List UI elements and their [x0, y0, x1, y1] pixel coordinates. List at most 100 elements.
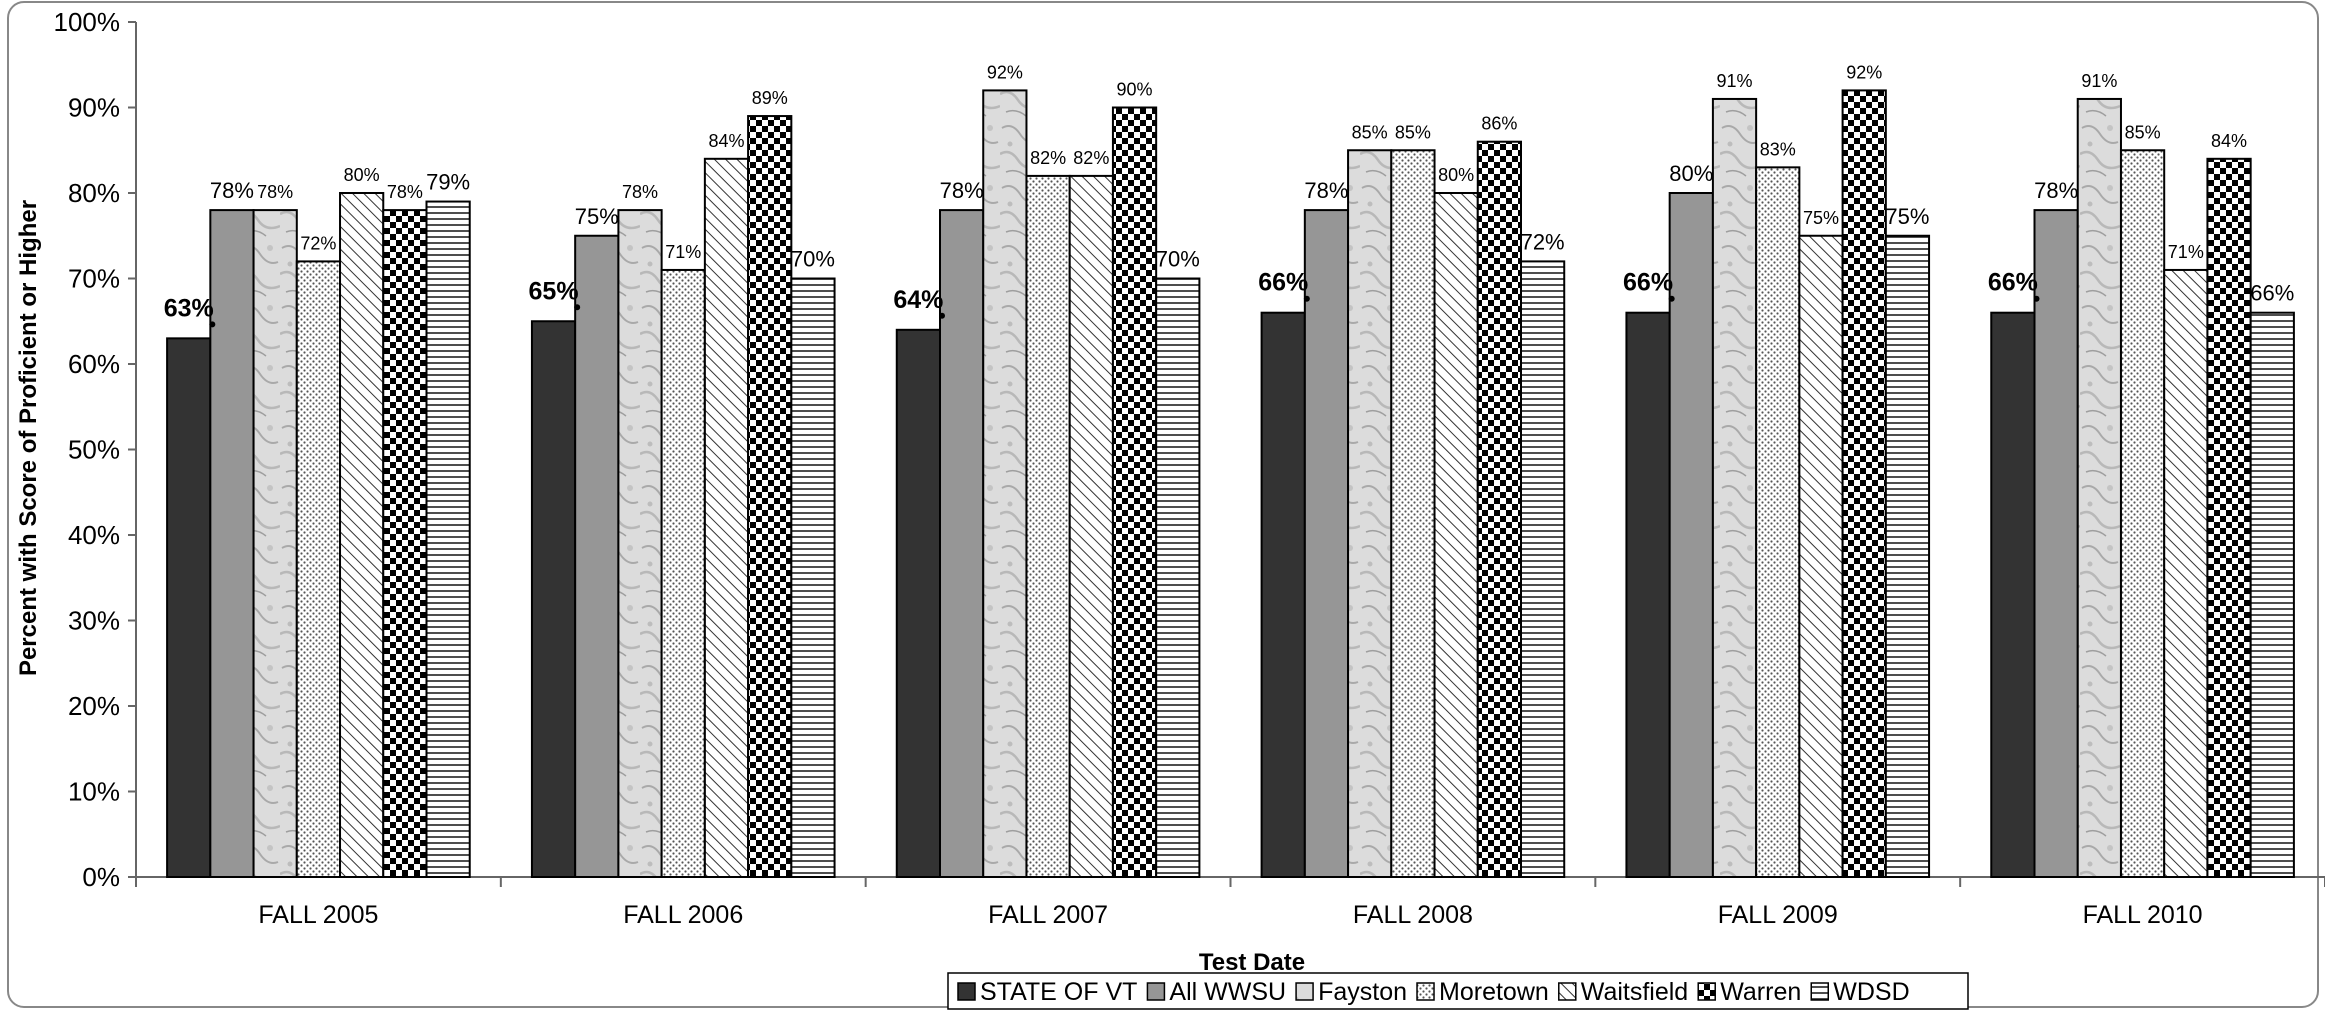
legend-label: WDSD [1833, 978, 1909, 1006]
data-label: 80% [344, 165, 380, 185]
data-label: 90% [1117, 80, 1153, 100]
bar [1155, 277, 1201, 878]
bar [2249, 311, 2295, 878]
data-label: 71% [665, 242, 701, 262]
data-label: 92% [987, 62, 1023, 82]
x-tick-label: FALL 2008 [1353, 901, 1473, 929]
label-marker [1303, 295, 1310, 302]
bar [382, 209, 428, 879]
data-label: 70% [1156, 247, 1200, 272]
bar [2076, 97, 2122, 878]
bar [790, 277, 836, 878]
data-label: 82% [1073, 148, 1109, 168]
bar [1390, 149, 1436, 878]
y-axis: 0% 10% 20% 30% 40% 50% 60% 70% 80% 90% 100% [54, 7, 137, 892]
bar [1668, 192, 1714, 878]
legend-box [947, 972, 1969, 1010]
data-label: 80% [1669, 161, 1713, 186]
legend-swatch [1697, 982, 1716, 1001]
x-axis: FALL 2005 FALL 2006 FALL 2007 FALL 2008 FALL… [135, 876, 2325, 929]
bar [1990, 311, 2036, 878]
data-label: 72% [300, 233, 336, 253]
bar [1303, 209, 1350, 879]
bar [2033, 209, 2079, 879]
data-label: 83% [1760, 139, 1796, 159]
data-label: 71% [2168, 242, 2204, 262]
label-marker [2033, 295, 2040, 302]
label-marker [574, 304, 581, 311]
data-label: 82% [1030, 148, 1066, 168]
bars [166, 89, 2295, 879]
legend-label: STATE OF VT [980, 978, 1137, 1006]
bar [1841, 89, 1887, 878]
data-label: 66% [1623, 269, 1673, 297]
y-tick-label: 10% [68, 777, 120, 807]
data-label: 91% [2081, 71, 2117, 91]
bar [2206, 157, 2252, 879]
bar [1798, 234, 1844, 878]
y-tick-label: 30% [68, 606, 120, 636]
data-label: 66% [1988, 269, 2038, 297]
y-tick-label: 80% [68, 178, 120, 208]
y-axis-title: Percent with Score of Proficient or High… [15, 200, 42, 676]
data-label: 70% [791, 247, 835, 272]
bar [2119, 149, 2166, 878]
bar [982, 89, 1028, 878]
legend-label: All WWSU [1169, 978, 1286, 1006]
bar [1755, 166, 1801, 879]
bar [166, 337, 212, 879]
bar [1068, 174, 1114, 878]
legend-swatch [1810, 982, 1829, 1001]
x-axis-title: Test Date [1199, 949, 1305, 976]
data-label: 79% [426, 170, 470, 195]
data-label: 85% [1352, 122, 1388, 142]
legend-swatch [1558, 982, 1577, 1001]
legend-swatch [957, 982, 976, 1001]
bar [1025, 174, 1071, 878]
legend-label: Warren [1720, 978, 1801, 1006]
x-tick-label: FALL 2005 [258, 901, 378, 929]
y-tick-label: 20% [68, 691, 120, 721]
label-marker [209, 321, 216, 328]
data-label: 75% [575, 204, 619, 229]
bar [1711, 97, 1758, 878]
bar [1111, 106, 1158, 878]
data-label: 85% [1395, 122, 1431, 142]
data-label: 80% [1438, 165, 1474, 185]
data-label: 75% [1803, 208, 1839, 228]
bar [252, 209, 298, 879]
data-label: 72% [1521, 229, 1565, 254]
bar [1519, 260, 1566, 878]
data-label: 66% [2250, 281, 2294, 306]
data-label: 89% [752, 88, 788, 108]
data-label: 78% [210, 178, 254, 203]
bar [703, 157, 750, 879]
bar [574, 234, 620, 878]
bar [1625, 311, 1671, 878]
legend: STATE OF VT All WWSU Fayston Moretown Waitsf… [947, 972, 1969, 1010]
y-tick-label: 100% [54, 7, 121, 37]
bar [747, 115, 793, 879]
bar [660, 268, 706, 878]
data-label: 86% [1481, 114, 1517, 134]
data-label: 92% [1846, 62, 1882, 82]
bar [295, 260, 342, 878]
bar [617, 209, 663, 879]
data-label: 75% [1885, 204, 1929, 229]
bar [530, 320, 577, 878]
y-tick-label: 50% [68, 435, 120, 465]
legend-label: Fayston [1318, 978, 1407, 1006]
data-label: 78% [622, 182, 658, 202]
y-tick-label: 0% [82, 862, 120, 892]
bar [939, 209, 985, 879]
data-label: 66% [1258, 269, 1308, 297]
y-tick-label: 90% [68, 93, 120, 123]
legend-label: Waitsfield [1581, 978, 1688, 1006]
bar [425, 200, 471, 879]
legend-swatch [1416, 982, 1435, 1001]
data-label: 84% [708, 131, 744, 151]
bar [1476, 140, 1522, 878]
y-tick-label: 60% [68, 349, 120, 379]
x-tick-label: FALL 2007 [988, 901, 1108, 929]
